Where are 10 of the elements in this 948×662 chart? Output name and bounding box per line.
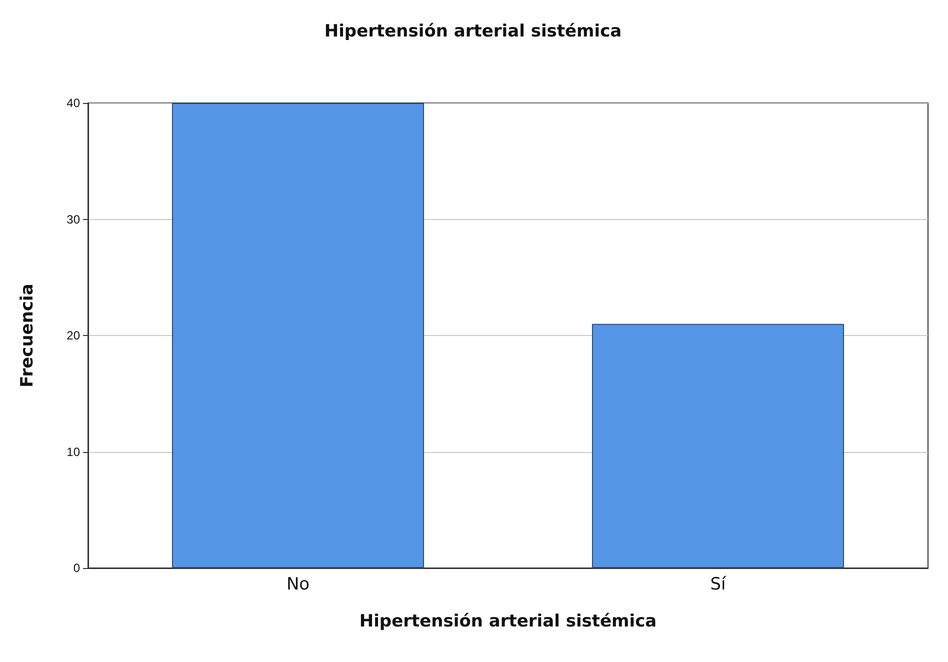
y-tick-label: 0 [73,561,80,575]
y-axis-title: Frecuencia [18,284,38,388]
y-tick-label: 10 [66,444,80,459]
chart-title: Hipertensión arterial sistémica [324,22,622,42]
y-tick-label: 20 [66,328,80,342]
y-tick-label: 30 [66,212,80,226]
x-tick-label: No [286,574,310,594]
x-tick-label: Sí [710,574,728,594]
x-axis-title: Hipertensión arterial sistémica [359,612,657,632]
y-tick-label: 40 [66,96,80,110]
